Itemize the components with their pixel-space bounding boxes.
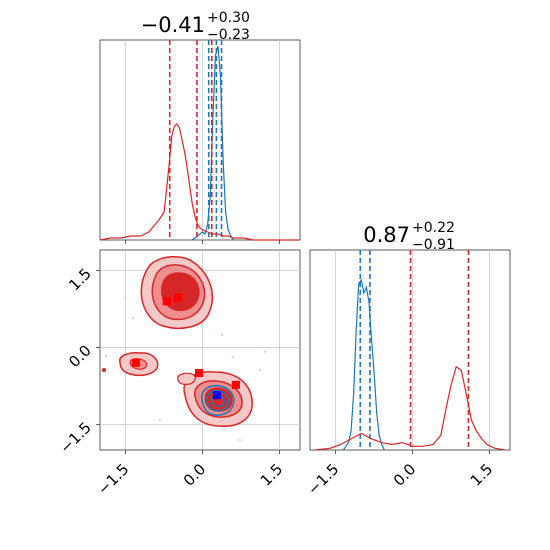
red-contour-outer-small <box>177 372 196 385</box>
y-marginal-series <box>315 250 506 451</box>
scatter-dot <box>123 296 127 300</box>
y-marginal-title-sup: +0.22 <box>412 220 455 236</box>
x-marginal-title-main: −0.41 <box>141 13 205 37</box>
joint-frame <box>99 249 301 451</box>
scatter-dot <box>258 368 262 372</box>
red-marker <box>194 369 203 378</box>
y-marginal-series-red <box>315 365 506 451</box>
red-marker <box>173 293 182 302</box>
x-marginal-title: −0.41 <box>141 13 205 37</box>
x-marginal-series-blue <box>191 45 234 241</box>
scatter-dot <box>158 418 162 422</box>
joint-contours <box>102 256 267 442</box>
x-marginal-title-sub: −0.23 <box>207 27 250 43</box>
red-marker <box>231 380 240 389</box>
red-marker <box>162 297 171 306</box>
joint-ytick-label: 0.0 <box>65 342 95 372</box>
blue-contour-outer <box>200 384 235 416</box>
y-marginal-series-blue <box>342 278 385 451</box>
y-marginal-title: 0.87 <box>363 223 410 247</box>
y-marginal-xtick-label: −1.5 <box>304 460 342 498</box>
x-marginal-series-red <box>99 123 300 241</box>
joint-markers <box>131 293 240 400</box>
y-marginal-xtick-label: 1.5 <box>467 460 497 490</box>
x-marginal-title-sup: +0.30 <box>207 10 250 26</box>
joint-xtick-label: −1.5 <box>94 460 132 498</box>
scatter-dot <box>102 368 106 372</box>
x-marginal-panel: −0.41 +0.30 −0.23 <box>99 10 301 244</box>
y-marginal-panel: −1.5 0.0 1.5 0.87 +0.22 −0.91 <box>304 220 511 499</box>
joint-panel: −1.5 0.0 1.5 1.5 0.0 −1.5 <box>56 249 301 499</box>
scatter-dot <box>231 355 235 359</box>
scatter-dot <box>104 354 108 358</box>
blue-marker <box>212 391 221 400</box>
x-marginal-series <box>99 40 300 241</box>
scatter-dot <box>220 333 224 337</box>
red-marker <box>131 358 140 367</box>
x-marginal-grid <box>125 40 280 240</box>
scatter-dot <box>238 438 242 442</box>
x-marginal-ticks <box>125 240 280 244</box>
scatter-dot <box>131 316 135 320</box>
y-marginal-ticks: −1.5 0.0 1.5 <box>304 450 496 499</box>
y-marginal-xtick-label: 0.0 <box>390 460 420 490</box>
joint-ytick-label: 1.5 <box>65 265 95 295</box>
y-marginal-title-main: 0.87 <box>363 223 410 247</box>
joint-xtick-label: 1.5 <box>257 460 287 490</box>
scatter-dot <box>263 350 267 354</box>
y-marginal-title-sub: −0.91 <box>412 237 455 253</box>
joint-xtick-label: 0.0 <box>180 460 210 490</box>
x-marginal-frame <box>99 39 301 241</box>
y-marginal-grid <box>335 250 490 450</box>
joint-ytick-label: −1.5 <box>56 418 94 456</box>
